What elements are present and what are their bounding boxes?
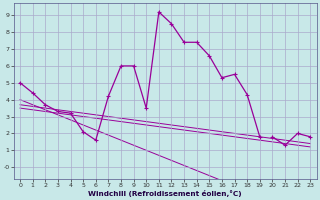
X-axis label: Windchill (Refroidissement éolien,°C): Windchill (Refroidissement éolien,°C) xyxy=(88,190,242,197)
